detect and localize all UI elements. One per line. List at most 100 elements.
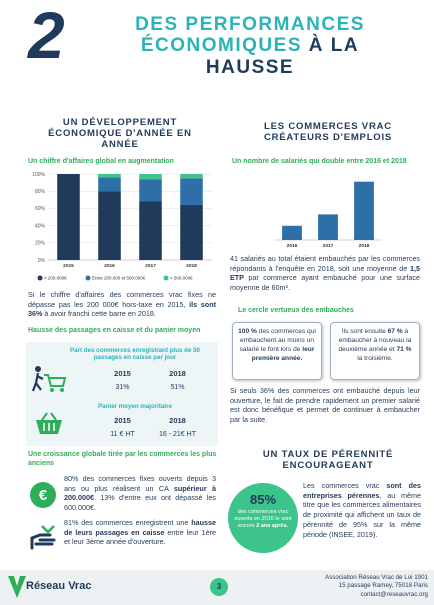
bar — [318, 214, 338, 240]
bar — [354, 181, 374, 240]
text-run: à avoir franchi cette barre en 2018. — [42, 309, 156, 319]
y-tick-label: 40% — [35, 223, 46, 229]
address-line: 15 passage Ramey, 75018 Paris — [338, 582, 428, 590]
bar-segment — [139, 201, 162, 260]
bar-segment — [139, 179, 162, 202]
bar-segment — [57, 174, 80, 260]
x-tick-label: 2016 — [287, 243, 298, 249]
text-run: hausse de leurs passages en caisse — [64, 518, 216, 537]
paragraph: Si le chiffre d'affaires des commerces v… — [28, 290, 216, 319]
fact: 81% des commerces enregistrent une hauss… — [64, 518, 216, 547]
stat-label: Panier moyen majoritaire — [98, 403, 172, 410]
x-tick-label: 2018 — [359, 243, 370, 249]
x-tick-label: 2018 — [186, 263, 197, 269]
hand-icon — [30, 525, 56, 550]
paragraph: Si seuls 36% des commerces ont embauché … — [230, 386, 420, 425]
text-run: 41 salariés au total étaient embauchés p… — [230, 254, 420, 273]
subheading: Une croissance globale tirée par les com… — [28, 451, 217, 468]
x-tick-label: 2016 — [104, 263, 115, 269]
bar — [282, 225, 302, 240]
text-run: ils sont 36% — [28, 299, 216, 319]
address: Association Réseau Vrac de Loi 1901 15 p… — [300, 574, 428, 599]
stat-value: 16 - 21€ HT — [159, 431, 196, 438]
text-run: entre leur 1ère et leur 3ème année d'ouv… — [64, 527, 216, 547]
circle-value: 85% — [249, 492, 277, 507]
fact: 80% des commerces fixes ouverts depuis 3… — [64, 474, 216, 513]
y-tick-label: 60% — [35, 206, 46, 212]
cart-runner-icon — [32, 366, 67, 392]
text-run: 80% des commerces fixes ouverts depuis 3… — [64, 474, 216, 493]
logo-mark — [8, 576, 26, 598]
subheading: Hausse des passages en caisse et du pani… — [28, 327, 201, 334]
text-run: la troisième. — [357, 354, 393, 362]
chart-title: Un nombre de salariés qui double entre 2… — [232, 158, 407, 165]
bar-segment — [139, 174, 162, 180]
text-run: 67 % — [387, 328, 403, 335]
logo-text: Réseau Vrac — [26, 580, 92, 592]
legend-swatch — [85, 275, 91, 281]
revenue-chart: 0% 20% 40% 60% 80% 100% 2015 2016 2017 2018 < 200.… — [32, 172, 212, 281]
chart-title: Un chiffre d'affaires global en augmenta… — [28, 158, 174, 165]
page-title: DES PERFORMANCES ÉCONOMIQUES À LA HAUSSE — [80, 14, 420, 78]
text-run: . 13% d'entre eux ont dépassé les 600.00… — [64, 493, 216, 513]
address-line: Association Réseau Vrac de Loi 1901 — [325, 574, 428, 581]
page-number: 3 — [210, 578, 228, 596]
text-run: Si le chiffre d'affaires des commerces v… — [28, 290, 216, 309]
x-tick-label: 2015 — [63, 263, 74, 269]
title-part: HAUSSE — [205, 56, 295, 78]
y-tick-label: 100% — [32, 172, 45, 178]
legend-label: > 500.000€ — [170, 276, 193, 281]
y-tick-label: 0% — [38, 258, 46, 264]
employees-chart: 2016 2017 2018 — [274, 181, 382, 249]
bar-segment — [180, 178, 203, 205]
year: 2018 — [169, 416, 186, 425]
text-run: sont des entreprises pérennes — [303, 481, 421, 500]
text-run: Ils sont ensuite — [341, 328, 388, 335]
legend-label: < 200.000€ — [44, 276, 67, 281]
subheading: Le cercle vertueux des embauches — [238, 307, 354, 314]
bar-segment — [180, 204, 203, 260]
text-run: 1,5 ETP — [230, 263, 420, 283]
text-run: Les commerces vrac — [303, 481, 387, 490]
stat-value: 31% — [115, 384, 130, 391]
bar-segment — [98, 191, 121, 260]
year: 2018 — [169, 369, 186, 378]
bar-segment — [98, 174, 121, 178]
info-box: 100 % des commerces qui embauchent au mo… — [232, 322, 322, 380]
y-tick-label: 80% — [35, 189, 46, 195]
year: 2015 — [114, 369, 131, 378]
chapter-number: 2 — [28, 0, 65, 72]
text-run: par commerce ayant embauché pour une sur… — [230, 273, 420, 293]
euro-icon: € — [30, 482, 56, 508]
title-part: ÉCONOMIQUES — [140, 35, 302, 57]
stat-label: Part des commerces enregistrant plus de … — [70, 347, 200, 361]
text-run: 100 % — [238, 328, 257, 335]
info-box: Ils sont ensuite 67 % à embaucher à nouv… — [330, 322, 420, 380]
legend-swatch — [37, 275, 43, 281]
x-tick-label: 2017 — [145, 263, 156, 269]
legend-swatch — [163, 275, 169, 281]
address-line: contact@reseauvrac.org — [360, 590, 428, 598]
text-run: à embaucher à nouveau la deuxième année … — [338, 328, 412, 353]
text-run: 2 ans après. — [256, 523, 289, 530]
year: 2015 — [114, 416, 131, 425]
text-run: 81% des commerces enregistrent une — [64, 518, 192, 527]
title-part: À LA — [308, 35, 360, 57]
paragraph: 41 salariés au total étaient embauchés p… — [230, 254, 420, 293]
text-run: 71 % — [396, 345, 412, 353]
section-heading: UN DÉVELOPPEMENT ÉCONOMIQUE D'ANNÉE EN A… — [48, 117, 192, 150]
stat-value: 11 € HT — [110, 431, 135, 438]
stat-circle — [228, 483, 298, 553]
svg-text:€: € — [39, 487, 48, 504]
title-part: DES PERFORMANCES — [135, 14, 365, 35]
bar-segment — [180, 174, 203, 179]
legend-label: Entre 200.000 et 500.000€ — [92, 276, 146, 281]
section-heading: UN TAUX DE PÉRENNITÉ ENCOURAGEANT — [262, 449, 394, 471]
text-run: leur première année. — [251, 345, 315, 362]
basket-icon — [36, 412, 62, 434]
text-run: supérieur à 200.000€ — [64, 483, 217, 503]
bar-segment — [98, 177, 121, 192]
section-heading: LES COMMERCES VRAC CRÉATEURS D'EMPLOIS — [263, 121, 393, 143]
text-run: des commerces vrac ouverts en 2016 le so… — [234, 509, 292, 530]
